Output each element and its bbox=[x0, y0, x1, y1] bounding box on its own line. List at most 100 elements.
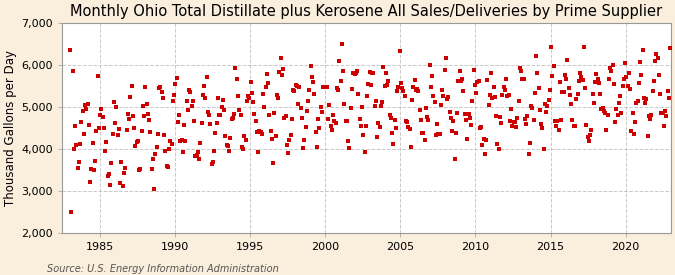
Point bbox=[582, 135, 593, 139]
Point bbox=[148, 186, 159, 191]
Point bbox=[124, 117, 134, 122]
Point bbox=[207, 160, 218, 164]
Point bbox=[572, 92, 583, 96]
Point bbox=[396, 81, 406, 85]
Point bbox=[325, 124, 336, 129]
Point bbox=[394, 49, 405, 54]
Point bbox=[105, 183, 115, 188]
Point bbox=[379, 84, 390, 88]
Point bbox=[236, 144, 247, 149]
Point bbox=[75, 142, 86, 146]
Point bbox=[616, 111, 627, 115]
Point bbox=[447, 128, 458, 133]
Point bbox=[608, 63, 618, 67]
Point bbox=[101, 139, 112, 144]
Point bbox=[97, 115, 108, 119]
Point bbox=[258, 92, 269, 97]
Point bbox=[265, 129, 276, 133]
Point bbox=[355, 123, 366, 128]
Point bbox=[564, 86, 574, 90]
Point bbox=[344, 145, 355, 150]
Point bbox=[659, 123, 670, 128]
Point bbox=[628, 131, 639, 136]
Point bbox=[368, 71, 379, 75]
Point bbox=[577, 78, 588, 82]
Title: Monthly Ohio Total Distillate plus Kerosene All Sales/Deliveries by Prime Suppli: Monthly Ohio Total Distillate plus Keros… bbox=[70, 4, 662, 19]
Point bbox=[416, 118, 427, 122]
Point bbox=[80, 103, 90, 107]
Point bbox=[448, 119, 459, 123]
Point bbox=[472, 80, 483, 84]
Point bbox=[134, 168, 144, 173]
Point bbox=[178, 150, 188, 154]
Point bbox=[452, 111, 462, 115]
Point bbox=[264, 112, 275, 117]
Point bbox=[161, 164, 172, 168]
Point bbox=[531, 54, 541, 58]
Point bbox=[514, 66, 525, 70]
Point bbox=[198, 93, 209, 97]
Point bbox=[201, 75, 212, 79]
Point bbox=[444, 109, 455, 114]
Point bbox=[469, 83, 480, 88]
Point bbox=[234, 108, 244, 112]
Point bbox=[156, 89, 167, 94]
Point bbox=[173, 113, 184, 117]
Point bbox=[576, 75, 587, 79]
Point bbox=[606, 68, 617, 73]
Point bbox=[419, 138, 430, 142]
Point bbox=[362, 94, 373, 98]
Point bbox=[403, 125, 414, 129]
Point bbox=[510, 119, 520, 124]
Point bbox=[555, 79, 566, 84]
Point bbox=[432, 122, 443, 127]
Point bbox=[661, 113, 672, 118]
Point bbox=[155, 85, 166, 89]
Point bbox=[138, 114, 149, 118]
Point bbox=[95, 113, 105, 117]
Point bbox=[145, 129, 156, 134]
Point bbox=[632, 98, 643, 103]
Point bbox=[215, 113, 226, 118]
Point bbox=[350, 71, 361, 76]
Point bbox=[602, 113, 613, 117]
Point bbox=[453, 78, 464, 83]
Point bbox=[318, 85, 329, 89]
Point bbox=[443, 95, 454, 100]
Point bbox=[349, 72, 360, 76]
Point bbox=[646, 112, 657, 117]
Point bbox=[548, 64, 559, 68]
Point bbox=[435, 102, 446, 107]
Point bbox=[488, 85, 499, 90]
Point bbox=[503, 93, 514, 97]
Point bbox=[568, 123, 579, 128]
Point bbox=[476, 125, 487, 130]
Point bbox=[545, 88, 556, 92]
Point bbox=[541, 110, 551, 114]
Point bbox=[181, 99, 192, 104]
Point bbox=[217, 97, 228, 102]
Point bbox=[91, 129, 102, 133]
Point bbox=[367, 71, 377, 76]
Point bbox=[664, 96, 674, 100]
Point bbox=[513, 99, 524, 103]
Point bbox=[309, 92, 320, 97]
Point bbox=[358, 132, 369, 137]
Point bbox=[597, 106, 608, 110]
Point bbox=[494, 115, 505, 119]
Point bbox=[562, 57, 573, 62]
Point bbox=[595, 92, 605, 97]
Point bbox=[170, 82, 181, 86]
Point bbox=[393, 85, 404, 90]
Point bbox=[317, 110, 327, 114]
Point bbox=[500, 88, 510, 92]
Point bbox=[365, 83, 376, 87]
Point bbox=[223, 144, 234, 148]
Point bbox=[120, 165, 131, 170]
Point bbox=[324, 103, 335, 107]
Point bbox=[202, 110, 213, 114]
Point bbox=[245, 80, 256, 85]
Point bbox=[135, 167, 146, 171]
Point bbox=[649, 79, 659, 83]
Point bbox=[117, 183, 128, 188]
